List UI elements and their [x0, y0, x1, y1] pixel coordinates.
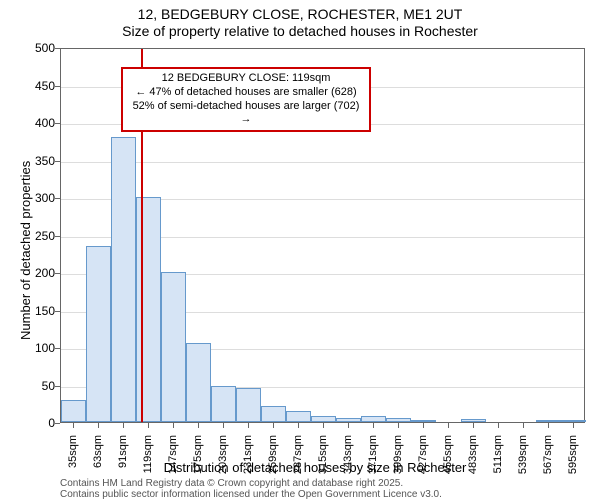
x-tick-mark — [548, 423, 549, 428]
y-tick-mark — [55, 198, 60, 199]
x-tick-mark — [223, 423, 224, 428]
histogram-bar — [536, 420, 561, 422]
histogram-bar — [136, 197, 161, 422]
histogram-bar — [161, 272, 186, 422]
histogram-bar — [61, 400, 86, 423]
histogram-bar — [261, 406, 286, 423]
y-tick-mark — [55, 311, 60, 312]
y-tick-label: 400 — [7, 116, 55, 130]
histogram-bar — [386, 418, 411, 422]
x-tick-mark — [498, 423, 499, 428]
y-tick-mark — [55, 273, 60, 274]
y-tick-mark — [55, 123, 60, 124]
y-tick-label: 0 — [7, 416, 55, 430]
y-tick-mark — [55, 236, 60, 237]
histogram-bar — [361, 416, 386, 422]
y-tick-label: 50 — [7, 379, 55, 393]
y-tick-label: 100 — [7, 341, 55, 355]
footer-line2: Contains public sector information licen… — [60, 489, 442, 500]
x-tick-mark — [248, 423, 249, 428]
plot-area: 12 BEDGEBURY CLOSE: 119sqm← 47% of detac… — [60, 48, 585, 423]
chart-title-line2: Size of property relative to detached ho… — [0, 23, 600, 39]
x-tick-mark — [98, 423, 99, 428]
footer-line1: Contains HM Land Registry data © Crown c… — [60, 478, 403, 489]
histogram-bar — [311, 416, 336, 422]
x-tick-mark — [373, 423, 374, 428]
histogram-bar — [411, 420, 436, 422]
x-tick-mark — [323, 423, 324, 428]
x-axis-label: Distribution of detached houses by size … — [0, 460, 600, 475]
histogram-bar — [111, 137, 136, 422]
x-tick-mark — [348, 423, 349, 428]
annotation-box: 12 BEDGEBURY CLOSE: 119sqm← 47% of detac… — [121, 67, 371, 132]
x-tick-mark — [123, 423, 124, 428]
y-tick-mark — [55, 86, 60, 87]
histogram-bar — [561, 420, 586, 422]
x-tick-mark — [148, 423, 149, 428]
histogram-bar — [336, 418, 361, 423]
annotation-line: 12 BEDGEBURY CLOSE: 119sqm — [129, 72, 363, 86]
y-tick-label: 500 — [7, 41, 55, 55]
x-tick-mark — [298, 423, 299, 428]
x-tick-mark — [448, 423, 449, 428]
y-tick-mark — [55, 48, 60, 49]
x-tick-mark — [73, 423, 74, 428]
y-tick-mark — [55, 386, 60, 387]
x-tick-mark — [473, 423, 474, 428]
annotation-line: 52% of semi-detached houses are larger (… — [129, 100, 363, 128]
x-tick-mark — [523, 423, 524, 428]
x-tick-mark — [423, 423, 424, 428]
x-tick-mark — [273, 423, 274, 428]
x-tick-mark — [398, 423, 399, 428]
histogram-bar — [211, 386, 236, 422]
x-tick-mark — [173, 423, 174, 428]
y-tick-mark — [55, 423, 60, 424]
annotation-line: ← 47% of detached houses are smaller (62… — [129, 86, 363, 100]
histogram-bar — [461, 419, 486, 422]
x-tick-mark — [573, 423, 574, 428]
y-tick-label: 450 — [7, 79, 55, 93]
histogram-bar — [236, 388, 261, 422]
histogram-bar — [186, 343, 211, 422]
y-tick-mark — [55, 161, 60, 162]
gridline — [61, 162, 584, 163]
y-axis-label: Number of detached properties — [18, 161, 33, 340]
y-tick-mark — [55, 348, 60, 349]
x-tick-mark — [198, 423, 199, 428]
chart-container: 12, BEDGEBURY CLOSE, ROCHESTER, ME1 2UT … — [0, 0, 600, 500]
histogram-bar — [86, 246, 111, 422]
chart-title-line1: 12, BEDGEBURY CLOSE, ROCHESTER, ME1 2UT — [0, 6, 600, 22]
histogram-bar — [286, 411, 311, 422]
